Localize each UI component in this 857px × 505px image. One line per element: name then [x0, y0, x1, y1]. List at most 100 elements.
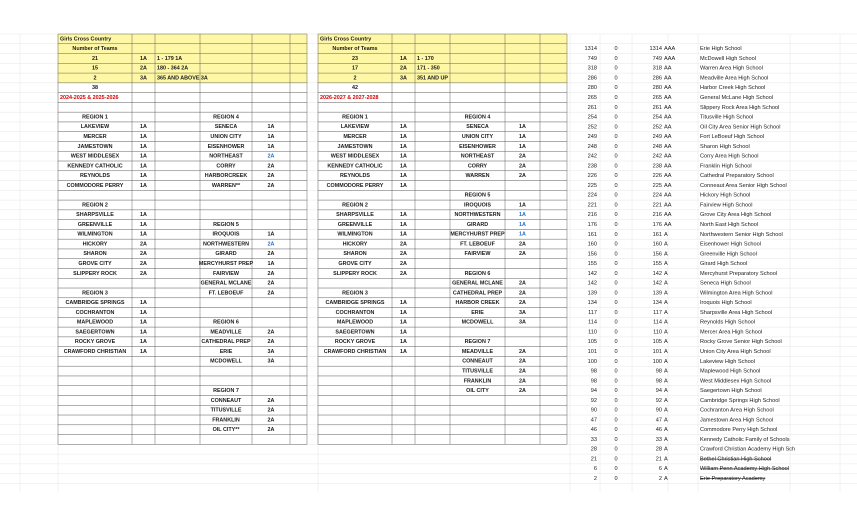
enrollment-cell: 0 [614, 183, 617, 189]
enrollment-cell: Erie Preparatory Academy [700, 476, 765, 482]
cell-text: 1A [268, 124, 275, 130]
cell-texts: Girls Cross Country Number of Teams 21 1A 1 … [60, 36, 795, 482]
cell-text: 15 [92, 66, 98, 72]
enrollment-cell: 0 [614, 251, 617, 257]
cell-text: IROQUOIS [213, 232, 240, 238]
enrollment-cell: Meadville Area High School [700, 75, 768, 81]
cell-text: LAKEVIEW [341, 124, 370, 130]
cell-text: 1A [268, 134, 275, 140]
enrollment-cell: 114 [653, 320, 662, 326]
cell-text: LAKEVIEW [81, 124, 110, 130]
cell-text: 351 AND UP [417, 75, 448, 81]
cell-text: 1A [519, 134, 526, 140]
cell-text: 1A [519, 212, 526, 218]
cell-text: HICKORY [83, 241, 108, 247]
cell-text: 2A [519, 163, 526, 169]
cell-text: 1A [140, 163, 147, 169]
cell-text: FT. LEBOEUF [209, 290, 244, 296]
enrollment-cell: 0 [614, 281, 617, 287]
enrollment-cell: 160 [588, 242, 597, 248]
enrollment-cell: North East High School [700, 222, 758, 228]
cell-text: REGION 4 [213, 114, 239, 120]
enrollment-cell: A [664, 447, 668, 453]
enrollment-cell: 261 [653, 105, 662, 111]
cell-text: 1A [140, 173, 147, 179]
cell-text: 2A [268, 398, 275, 404]
cell-text: ROCKY GROVE [335, 339, 376, 345]
cell-text: 2 [94, 75, 97, 81]
header-fill [318, 34, 567, 83]
enrollment-cell: A [664, 300, 668, 306]
enrollment-cell: 176 [588, 222, 597, 228]
enrollment-cell: 0 [614, 417, 617, 423]
enrollment-cell: Cochranton Area High School [700, 408, 774, 414]
cell-text: SHARPSVILLE [336, 212, 374, 218]
cell-text: 1A [140, 183, 147, 189]
enrollment-cell: Grove City Area High School [700, 212, 771, 218]
enrollment-cell: 0 [614, 75, 617, 81]
enrollment-cell: A [664, 310, 668, 316]
enrollment-cell: 134 [653, 300, 662, 306]
cell-text: 2A [268, 417, 275, 423]
enrollment-cell: 0 [614, 271, 617, 277]
enrollment-cell: William Penn Academy High School [700, 466, 789, 472]
enrollment-cell: 242 [653, 154, 662, 160]
cell-text: FAIRVIEW [213, 271, 240, 277]
cell-text: 2A [140, 271, 147, 277]
cell-text: 2A [268, 163, 275, 169]
enrollment-cell: Jamestown Area High School [700, 417, 773, 423]
cell-text: COMMODORE PERRY [67, 183, 124, 189]
enrollment-cell: AA [664, 105, 672, 111]
cell-text: 1A [140, 154, 147, 160]
cell-text: FRANKLIN [464, 378, 492, 384]
cell-text: 2A [400, 241, 407, 247]
enrollment-cell: 134 [588, 300, 597, 306]
cell-text: CORRY [468, 163, 488, 169]
enrollment-cell: 225 [588, 183, 597, 189]
enrollment-cell: 0 [614, 456, 617, 462]
enrollment-cell: 286 [653, 75, 662, 81]
cell-text: 2A [400, 251, 407, 257]
cell-text: 1A [400, 222, 407, 228]
cell-text: 1A [140, 56, 147, 62]
enrollment-cell: 101 [653, 349, 662, 355]
enrollment-cell: 0 [614, 447, 617, 453]
cell-text: 1A [400, 339, 407, 345]
cell-text: 21 [92, 56, 98, 62]
cell-text: 2A [140, 241, 147, 247]
cell-text: GENERAL MCLANE [201, 281, 252, 287]
enrollment-cell: 224 [653, 193, 662, 199]
cell-text: 2A [268, 329, 275, 335]
cell-text: 1A [268, 232, 275, 238]
cell-text: 1A [140, 349, 147, 355]
cell-text: REGION 6 [465, 271, 491, 277]
cell-text: 3A [268, 359, 275, 365]
enrollment-cell: 0 [614, 437, 617, 443]
cell-text: 2A [519, 388, 526, 394]
enrollment-cell: 0 [614, 310, 617, 316]
enrollment-cell: 0 [614, 359, 617, 365]
cell-text: 1A [400, 349, 407, 355]
enrollment-cell: 105 [588, 339, 597, 345]
cell-text: UNION CITY [462, 134, 494, 140]
cell-text: 2A [140, 251, 147, 257]
enrollment-cell: 280 [588, 85, 597, 91]
cell-text: COMMODORE PERRY [327, 183, 384, 189]
enrollment-cell: 0 [614, 349, 617, 355]
enrollment-cell: 0 [614, 134, 617, 140]
cell-text: 3A [519, 310, 526, 316]
enrollment-cell: Mercer Area High School [700, 329, 762, 335]
enrollment-cell: 0 [614, 222, 617, 228]
cell-text: 2A [268, 339, 275, 345]
cell-text: 1A [140, 300, 147, 306]
enrollment-cell: AA [664, 202, 672, 208]
enrollment-cell: Fort LeBoeuf High School [700, 134, 764, 140]
cell-text: 1A [140, 232, 147, 238]
cell-text: 2A [268, 251, 275, 257]
cell-text: WILMINGTON [77, 232, 112, 238]
enrollment-cell: A [664, 329, 668, 335]
enrollment-cell: 265 [588, 95, 597, 101]
enrollment-cell: 90 [656, 408, 662, 414]
cell-text: 1A [400, 124, 407, 130]
